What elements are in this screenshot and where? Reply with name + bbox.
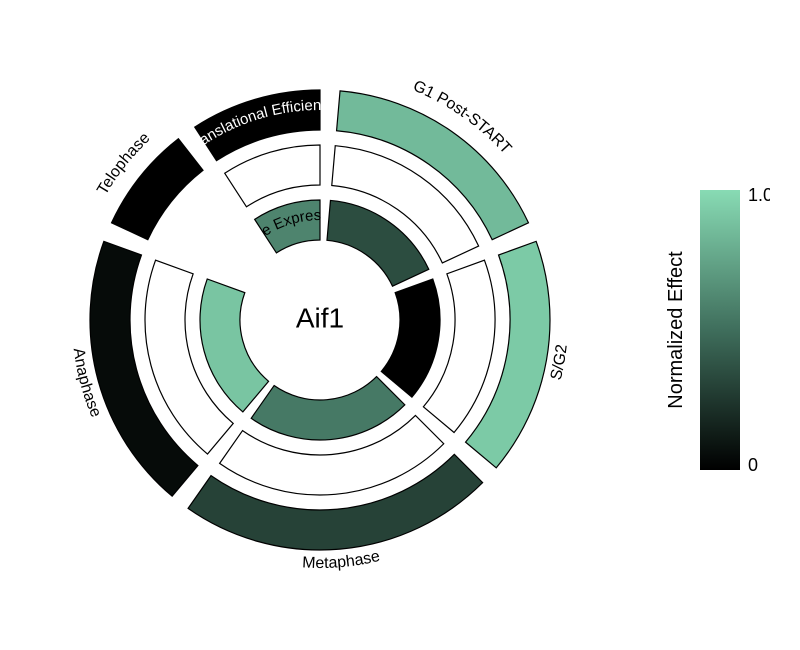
color-legend: 1.0 0 Normalized Effect xyxy=(640,160,770,505)
center-label: Aif1 xyxy=(296,302,344,333)
sector-arc xyxy=(200,279,269,412)
sector-arc xyxy=(225,145,320,207)
colorbar-axis-label: Normalized Effect xyxy=(665,251,687,409)
colorbar-min-label: 0 xyxy=(748,455,758,475)
sector-label: S/G2 xyxy=(548,343,571,381)
colorbar xyxy=(700,190,740,470)
sector-arc xyxy=(251,377,405,440)
sector-arc xyxy=(381,279,440,397)
sunburst-chart: G1 Post-STARTS/G2MetaphaseAnaphaseTeloph… xyxy=(40,20,610,635)
colorbar-max-label: 1.0 xyxy=(748,185,770,205)
sector-label: Metaphase xyxy=(302,548,382,572)
